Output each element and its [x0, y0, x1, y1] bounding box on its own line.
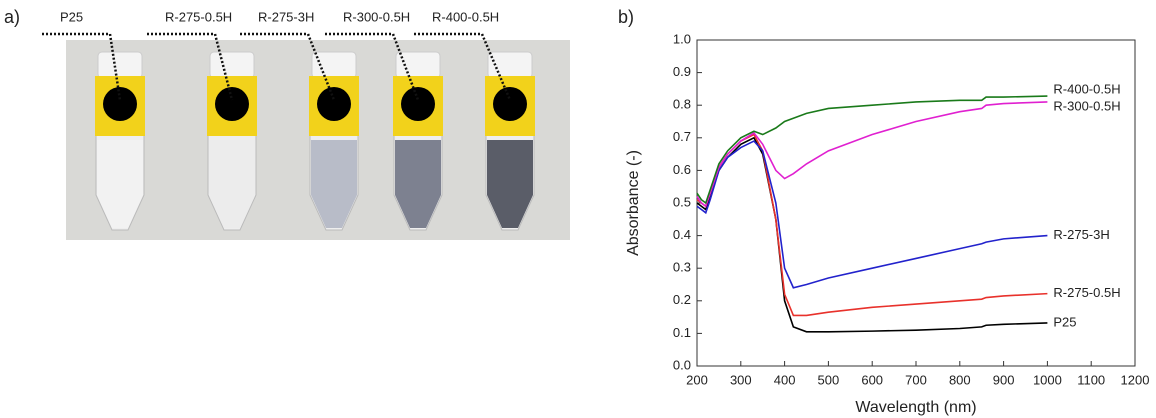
- marker-dot: [317, 87, 351, 121]
- x-tick-label: 1200: [1121, 372, 1150, 387]
- series-line: [696, 140, 1048, 289]
- y-tick-label: 1.0: [673, 31, 691, 46]
- leader: [240, 32, 336, 101]
- powder: [311, 140, 357, 228]
- x-tick-label: 600: [861, 372, 883, 387]
- x-tick-label: 300: [730, 372, 752, 387]
- y-tick-label: 0.4: [673, 227, 691, 242]
- leader: [325, 32, 420, 101]
- y-tick-label: 0.9: [673, 64, 691, 79]
- y-tick-label: 0.6: [673, 162, 691, 177]
- tube-cap: [395, 51, 441, 79]
- tube-cap: [311, 51, 357, 79]
- series-label: P25: [1053, 314, 1076, 329]
- series-label: R-400-0.5H: [1053, 82, 1120, 97]
- sample-label: R-400-0.5H: [432, 9, 499, 24]
- leader: [42, 32, 122, 101]
- y-axis-label: Absorbance (-): [625, 150, 642, 256]
- sample-label: R-300-0.5H: [343, 9, 410, 24]
- x-tick-label: 1100: [1077, 372, 1105, 387]
- marker-dot: [401, 87, 435, 121]
- marker-dot: [215, 87, 249, 121]
- x-tick-label: 1000: [1033, 372, 1062, 387]
- powder: [487, 140, 533, 228]
- x-tick-label: 700: [905, 372, 927, 387]
- powder: [209, 140, 255, 228]
- marker-dot: [103, 87, 137, 121]
- y-tick-label: 0.5: [673, 194, 691, 209]
- y-tick-label: 0.8: [673, 97, 691, 112]
- series-line: [696, 133, 1048, 317]
- x-tick-label: 400: [774, 372, 796, 387]
- panel-tag: b): [618, 7, 634, 27]
- series-line: [696, 101, 1048, 208]
- y-tick-label: 0.2: [673, 292, 691, 307]
- y-tick-label: 0.7: [673, 129, 691, 144]
- tube-cap: [97, 51, 143, 79]
- y-tick-label: 0.3: [673, 260, 691, 275]
- powder: [395, 140, 441, 228]
- y-tick-label: 0.1: [673, 325, 691, 340]
- powder: [97, 140, 143, 228]
- sample-label: R-275-3H: [258, 9, 314, 24]
- x-tick-label: 900: [993, 372, 1015, 387]
- leader: [414, 32, 512, 101]
- series-label: R-275-0.5H: [1053, 285, 1120, 300]
- tube-cap: [209, 51, 255, 79]
- series-label: R-275-3H: [1053, 227, 1109, 242]
- panel-tag: a): [4, 7, 20, 27]
- marker-dot: [493, 87, 527, 121]
- sample-label: R-275-0.5H: [165, 9, 232, 24]
- series-label: R-300-0.5H: [1053, 98, 1120, 113]
- sample-label: P25: [60, 9, 83, 24]
- series-line: [696, 136, 1048, 333]
- x-axis-label: Wavelength (nm): [855, 399, 976, 416]
- series-line: [696, 95, 1048, 205]
- x-tick-label: 500: [818, 372, 840, 387]
- x-tick-label: 800: [949, 372, 971, 387]
- y-tick-label: 0.0: [673, 357, 691, 372]
- x-tick-label: 200: [686, 372, 708, 387]
- leader: [147, 32, 234, 101]
